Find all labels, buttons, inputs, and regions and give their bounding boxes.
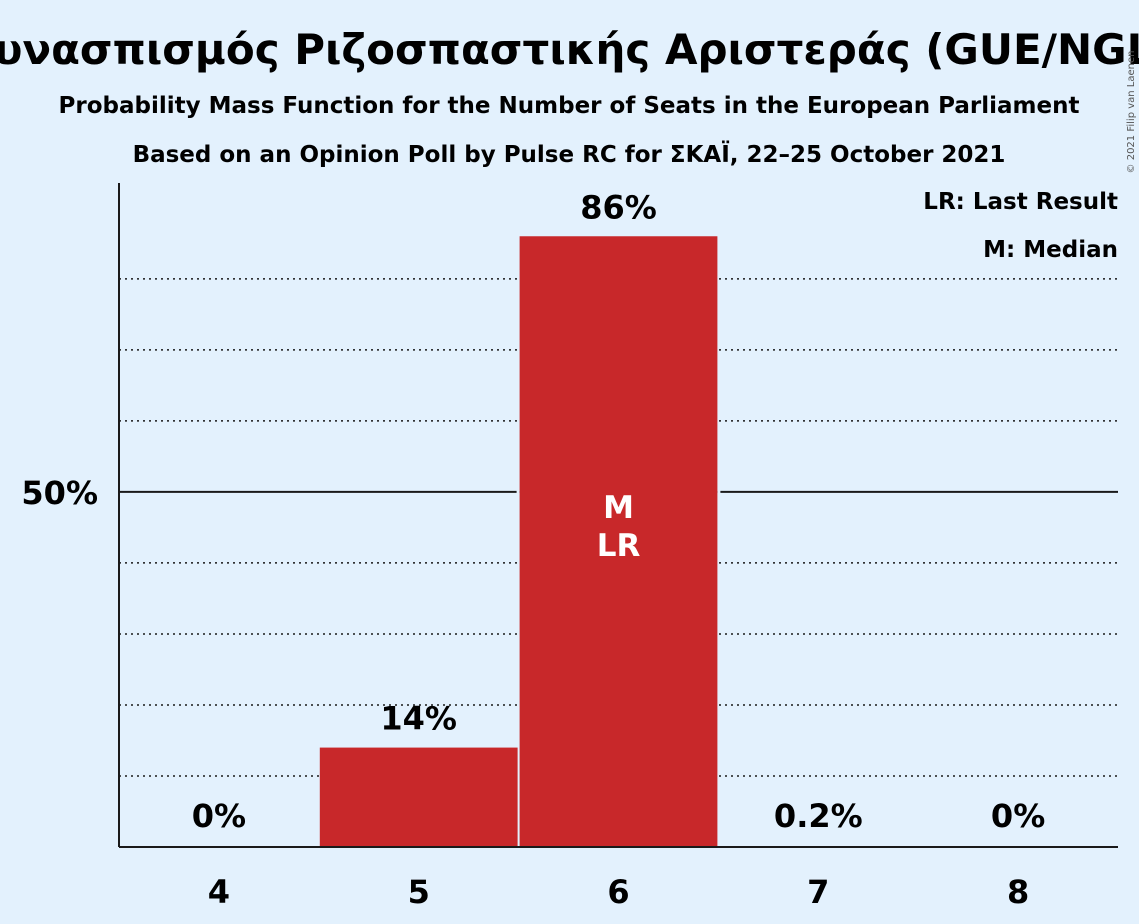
bars bbox=[319, 236, 718, 848]
y-tick-labels: 50% bbox=[21, 474, 98, 512]
gridline-gap bbox=[717, 489, 721, 494]
data-label-seats-7: 0.2% bbox=[774, 797, 863, 835]
chart-subtitle-line-1: Probability Mass Function for the Number… bbox=[59, 93, 1080, 119]
x-tick-label-7: 7 bbox=[807, 873, 829, 911]
bar-seats-6 bbox=[519, 236, 718, 848]
legend-last-result: LR: Last Result bbox=[923, 189, 1118, 215]
x-tick-label-6: 6 bbox=[607, 873, 629, 911]
data-label-seats-4: 0% bbox=[192, 797, 246, 835]
gridline-gap bbox=[516, 489, 520, 494]
data-label-seats-6: 86% bbox=[580, 188, 657, 226]
y-tick-label: 50% bbox=[21, 474, 98, 512]
legend-median: M: Median bbox=[983, 237, 1118, 263]
x-tick-label-5: 5 bbox=[408, 873, 430, 911]
x-tick-labels: 4 5 6 7 8 bbox=[208, 873, 1029, 911]
x-tick-label-8: 8 bbox=[1007, 873, 1029, 911]
data-label-seats-8: 0% bbox=[991, 797, 1045, 835]
data-label-seats-5: 14% bbox=[380, 700, 457, 738]
copyright-notice: © 2021 Filip van Laenen bbox=[1126, 51, 1137, 174]
chart-subtitle-line-2: Based on an Opinion Poll by Pulse RC for… bbox=[133, 140, 1006, 168]
bar-annotation-m: M bbox=[603, 490, 634, 526]
x-tick-label-4: 4 bbox=[208, 873, 230, 911]
data-labels: 0% 14% 86% MLR 0.2% 0% bbox=[192, 188, 1046, 835]
bar-annotation-lr: LR bbox=[597, 528, 641, 564]
bar-seats-5 bbox=[319, 747, 518, 847]
chart-title: Συνασπισμός Ριζοσπαστικής Αριστεράς (GUE… bbox=[0, 25, 1139, 74]
